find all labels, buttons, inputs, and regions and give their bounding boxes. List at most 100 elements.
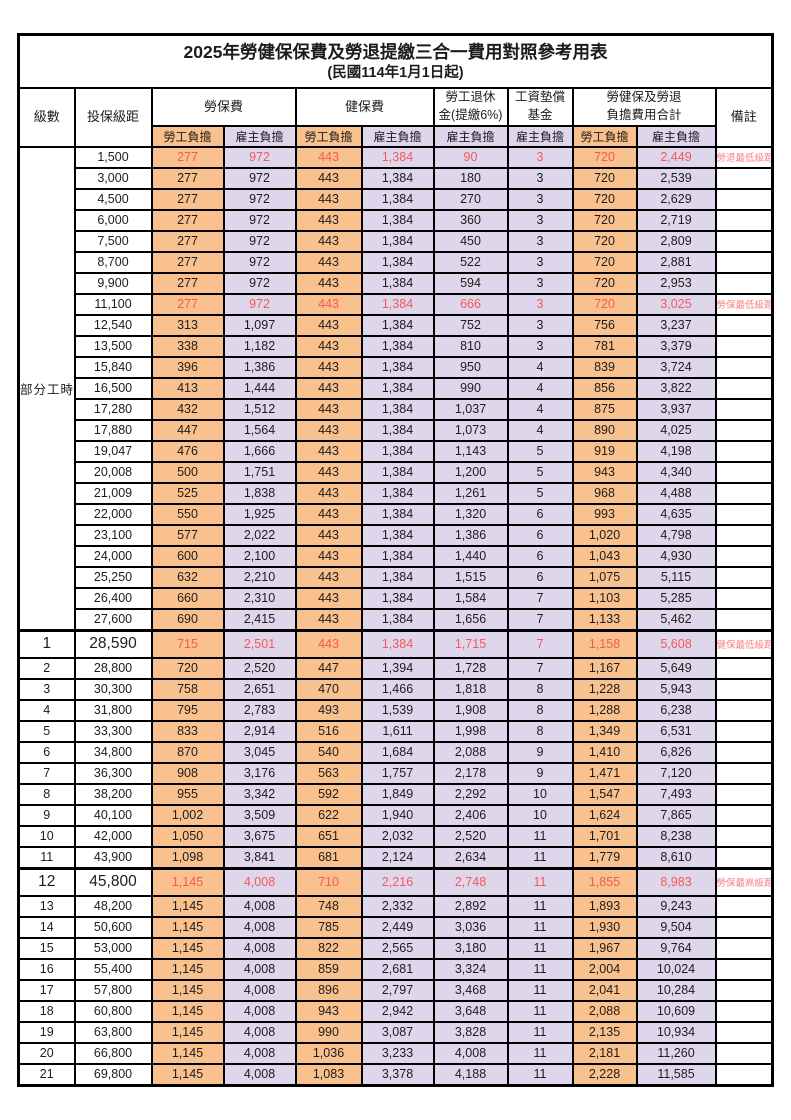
cell-wage-fund-employer: 3 xyxy=(506,208,574,232)
cell-total-employer: 4,488 xyxy=(635,481,717,505)
cell-pension-employer: 4,188 xyxy=(432,1062,509,1086)
cell-health-employee: 859 xyxy=(294,957,363,981)
cell-health-employer: 2,681 xyxy=(360,957,435,981)
cell-bracket: 11,100 xyxy=(73,292,153,316)
cell-total-employee: 1,167 xyxy=(571,656,638,680)
cell-wage-fund-employer: 11 xyxy=(506,957,574,981)
cell-bracket: 31,800 xyxy=(73,698,153,722)
cell-health-employee: 443 xyxy=(294,229,363,253)
cell-health-employer: 1,849 xyxy=(360,782,435,806)
cell-remark xyxy=(714,719,774,743)
cell-health-employee: 748 xyxy=(294,894,363,918)
table-row: 6,000 277 972 443 1,384 360 3 720 2,719 xyxy=(19,208,774,232)
cell-pension-employer: 180 xyxy=(432,166,509,190)
cell-health-employer: 1,384 xyxy=(360,439,435,463)
cell-level: 15 xyxy=(17,936,76,960)
cell-labor-employer: 2,210 xyxy=(222,565,297,589)
cell-remark xyxy=(714,250,774,274)
cell-health-employer: 1,611 xyxy=(360,719,435,743)
cell-labor-employee: 715 xyxy=(150,628,225,659)
table-row: 13 48,200 1,145 4,008 748 2,332 2,892 11 1,893 9,… xyxy=(17,894,774,918)
cell-labor-employer: 2,651 xyxy=(222,677,297,701)
cell-total-employee: 875 xyxy=(571,397,638,421)
cell-total-employee: 756 xyxy=(571,313,638,337)
cell-total-employee: 2,004 xyxy=(571,957,638,981)
cell-labor-employer: 2,415 xyxy=(222,607,297,631)
cell-total-employer: 3,937 xyxy=(635,397,717,421)
cell-labor-employer: 4,008 xyxy=(222,957,297,981)
table-row: 9 40,100 1,002 3,509 622 1,940 2,406 10 1,624 7,8… xyxy=(17,803,774,827)
cell-health-employee: 443 xyxy=(294,355,363,379)
cell-remark xyxy=(714,481,774,505)
cell-health-employee: 443 xyxy=(294,628,363,659)
cell-total-employer: 5,649 xyxy=(635,656,717,680)
cell-labor-employee: 1,145 xyxy=(150,1062,225,1086)
cell-health-employer: 1,384 xyxy=(360,523,435,547)
cell-total-employer: 2,719 xyxy=(635,208,717,232)
cell-total-employee: 943 xyxy=(571,460,638,484)
cell-pension-employer: 1,200 xyxy=(432,460,509,484)
cell-health-employer: 2,565 xyxy=(360,936,435,960)
cell-pension-employer: 2,292 xyxy=(432,782,509,806)
cell-labor-employee: 690 xyxy=(150,607,225,631)
cell-remark xyxy=(714,418,774,442)
cell-labor-employer: 4,008 xyxy=(222,894,297,918)
cell-labor-employee: 1,145 xyxy=(150,894,225,918)
cell-bracket: 50,600 xyxy=(73,915,153,939)
cell-labor-employee: 1,145 xyxy=(150,978,225,1002)
cell-total-employer: 3,724 xyxy=(635,355,717,379)
table-row: 22,000 550 1,925 443 1,384 1,320 6 993 4,635 xyxy=(19,502,774,526)
table-row: 26,400 660 2,310 443 1,384 1,584 7 1,103 5,285 xyxy=(19,586,774,610)
subheader-total-employee: 勞工負擔 xyxy=(571,124,638,148)
cell-total-employer: 8,238 xyxy=(635,824,717,848)
cell-bracket: 66,800 xyxy=(73,1041,153,1065)
cell-total-employee: 2,088 xyxy=(571,999,638,1023)
table-row: 5 33,300 833 2,914 516 1,611 1,998 8 1,349 6,531 xyxy=(17,719,774,743)
cell-health-employee: 651 xyxy=(294,824,363,848)
cell-pension-employer: 1,818 xyxy=(432,677,509,701)
cell-total-employee: 1,701 xyxy=(571,824,638,848)
cell-total-employer: 5,608 xyxy=(635,628,717,659)
cell-labor-employee: 338 xyxy=(150,334,225,358)
cell-pension-employer: 2,178 xyxy=(432,761,509,785)
cell-labor-employee: 795 xyxy=(150,698,225,722)
cell-health-employee: 470 xyxy=(294,677,363,701)
cell-bracket: 55,400 xyxy=(73,957,153,981)
cell-health-employee: 896 xyxy=(294,978,363,1002)
cell-labor-employer: 3,045 xyxy=(222,740,297,764)
table-row: 23,100 577 2,022 443 1,384 1,386 6 1,020 4,798 xyxy=(19,523,774,547)
table-row: 21,009 525 1,838 443 1,384 1,261 5 968 4,488 xyxy=(19,481,774,505)
table-row: 27,600 690 2,415 443 1,384 1,656 7 1,133 5,462 xyxy=(19,607,774,631)
cell-level: 4 xyxy=(17,698,76,722)
cell-total-employer: 2,953 xyxy=(635,271,717,295)
table-row: 20 66,800 1,145 4,008 1,036 3,233 4,008 11 2,181… xyxy=(17,1041,774,1065)
cell-health-employee: 443 xyxy=(294,292,363,316)
cell-pension-employer: 752 xyxy=(432,313,509,337)
cell-remark xyxy=(714,523,774,547)
cell-remark xyxy=(714,957,774,981)
cell-health-employer: 1,757 xyxy=(360,761,435,785)
cell-health-employer: 3,087 xyxy=(360,1020,435,1044)
cell-health-employee: 443 xyxy=(294,271,363,295)
header-bracket: 投保級距 xyxy=(73,87,153,148)
table-row: 7,500 277 972 443 1,384 450 3 720 2,809 xyxy=(19,229,774,253)
part-time-label: 部分工時 xyxy=(17,145,76,631)
cell-bracket: 26,400 xyxy=(73,586,153,610)
cell-bracket: 53,000 xyxy=(73,936,153,960)
cell-total-employer: 9,764 xyxy=(635,936,717,960)
cell-labor-employer: 972 xyxy=(222,292,297,316)
cell-total-employer: 3,237 xyxy=(635,313,717,337)
cell-total-employer: 10,024 xyxy=(635,957,717,981)
cell-health-employee: 1,083 xyxy=(294,1062,363,1086)
cell-labor-employee: 758 xyxy=(150,677,225,701)
cell-total-employer: 7,120 xyxy=(635,761,717,785)
cell-labor-employer: 1,512 xyxy=(222,397,297,421)
cell-level: 11 xyxy=(17,845,76,869)
cell-labor-employer: 3,342 xyxy=(222,782,297,806)
cell-labor-employer: 3,176 xyxy=(222,761,297,785)
cell-health-employer: 1,384 xyxy=(360,271,435,295)
cell-pension-employer: 3,324 xyxy=(432,957,509,981)
cell-labor-employee: 870 xyxy=(150,740,225,764)
cell-total-employee: 968 xyxy=(571,481,638,505)
cell-labor-employee: 525 xyxy=(150,481,225,505)
